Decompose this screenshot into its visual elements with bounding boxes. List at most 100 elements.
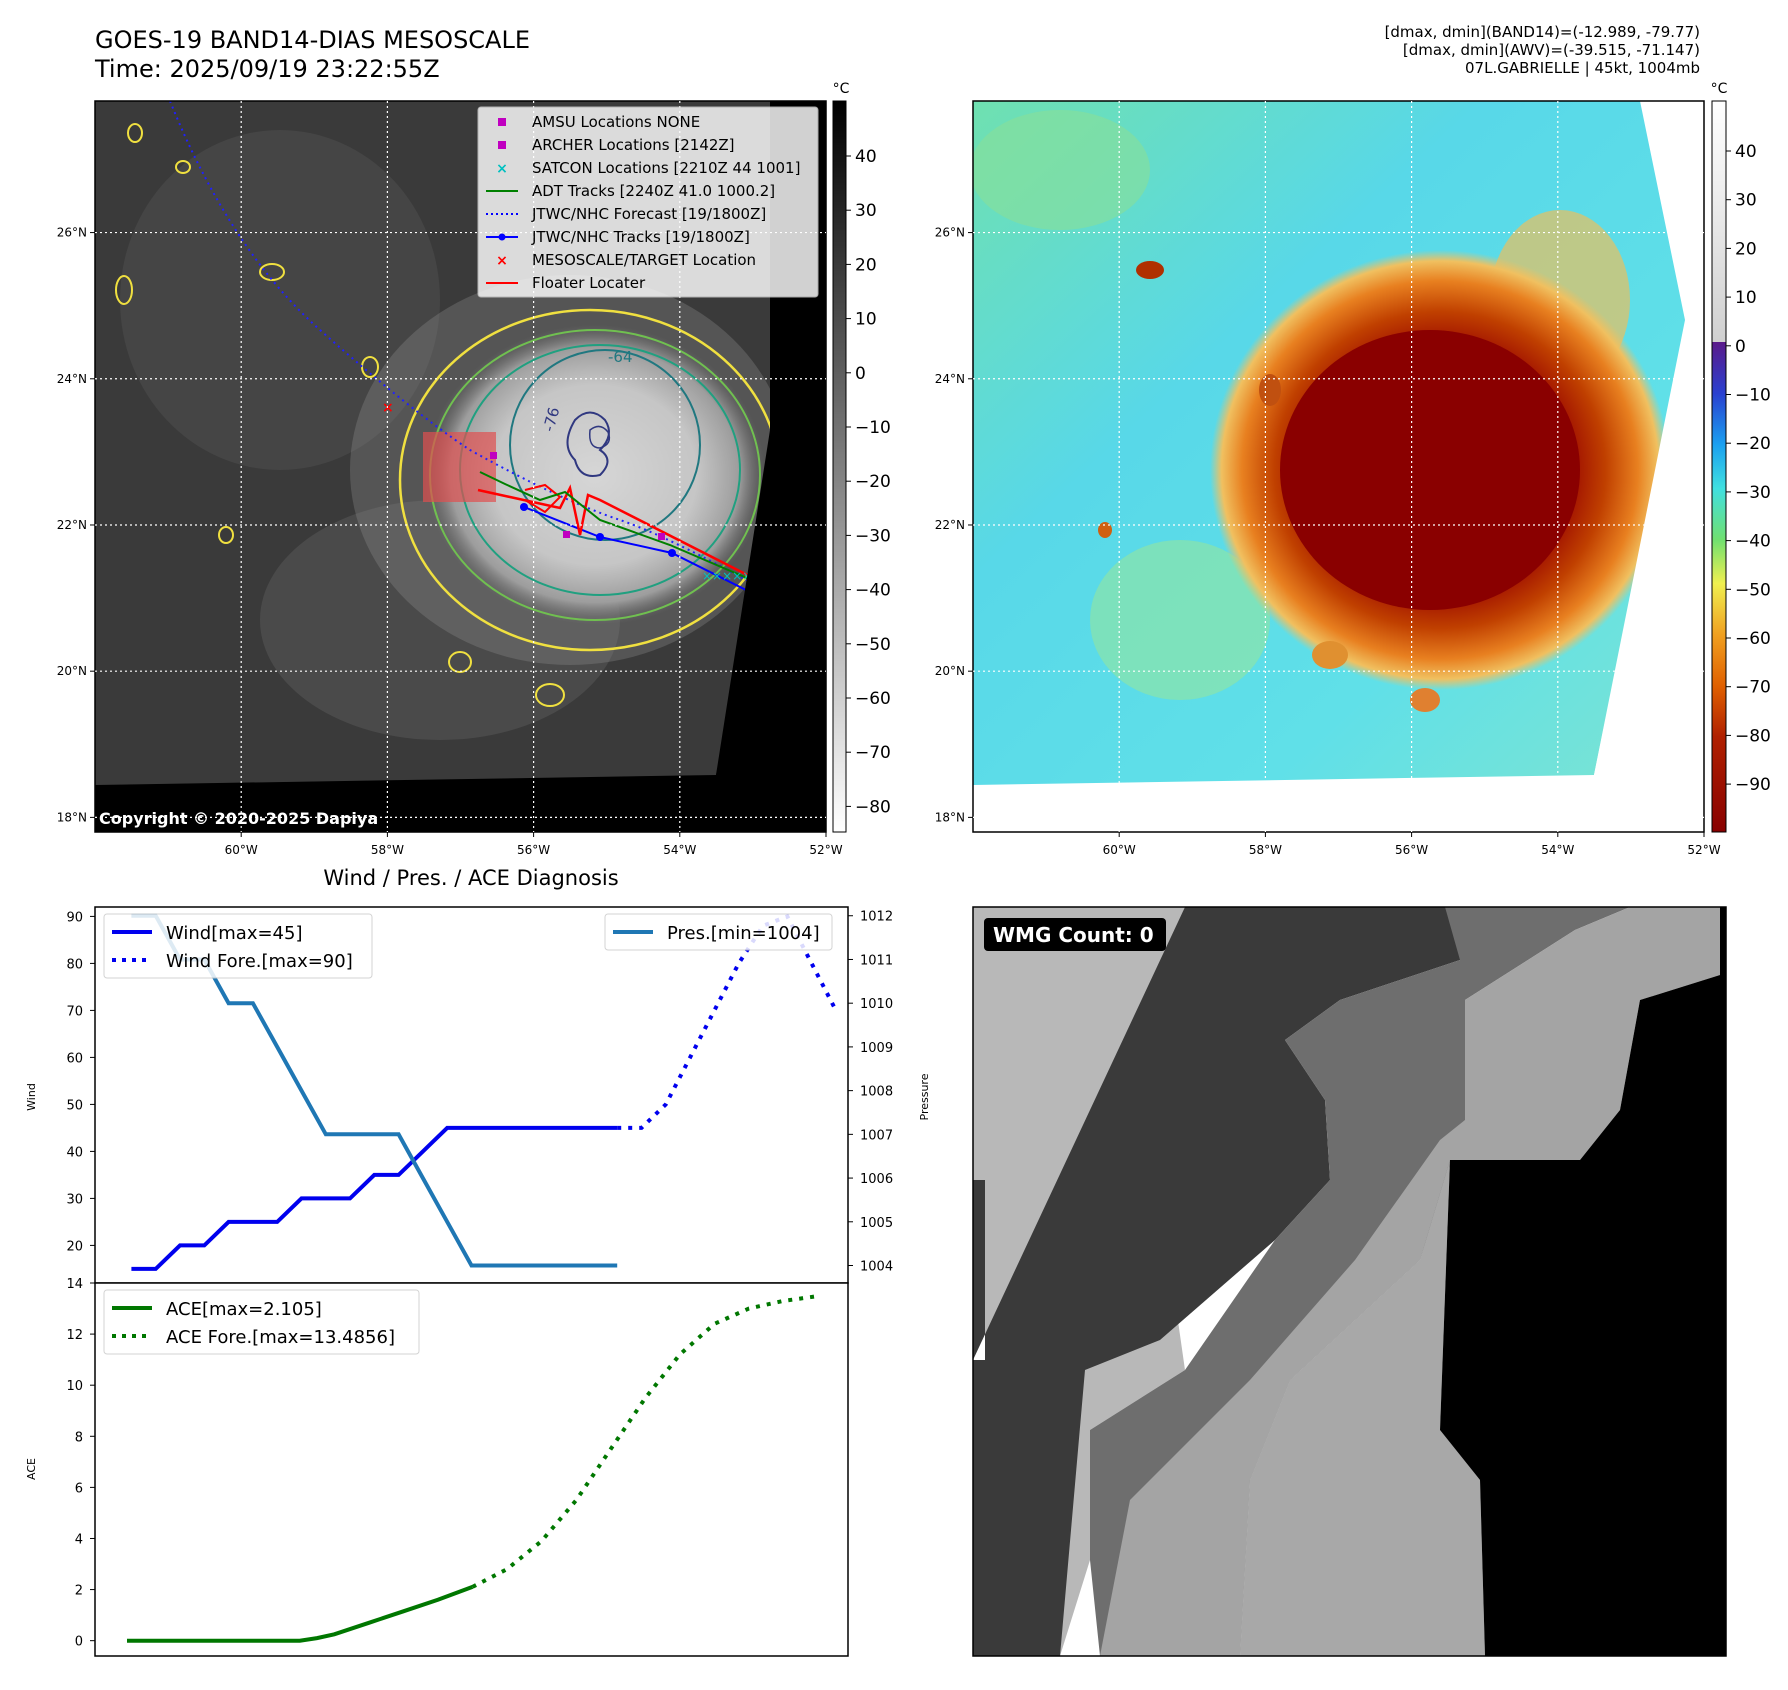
colorbar-tick-label: −80 (1735, 726, 1771, 746)
y-tick-label: 40 (66, 1145, 83, 1160)
colorbar-tick-label: −10 (1735, 386, 1771, 406)
legend-item-label: SATCON Locations [2210Z 44 1001] (532, 159, 800, 177)
colorbar-tick-label: −90 (1735, 775, 1771, 795)
awv-lat-tick-label: 20°N (935, 664, 965, 678)
copyright-text: Copyright © 2020-2025 Dapiya (99, 809, 378, 828)
svg-text:×××××: ××××× (702, 569, 752, 583)
legend-ace-forecast: ACE Fore.[max=13.4856] (166, 1327, 395, 1348)
y-tick-label: 50 (66, 1098, 83, 1113)
chart-title-line2: Time: 2025/09/19 23:22:55Z (95, 55, 440, 83)
awv-lat-tick-label: 18°N (935, 810, 965, 824)
colorbar-tick-label: 40 (1735, 142, 1757, 162)
info-line-awv: [dmax, dmin](AWV)=(-39.515, -71.147) (1402, 41, 1700, 59)
diagnosis-title: Wind / Pres. / ACE Diagnosis (323, 866, 618, 890)
ir-colorbar: °C 40 30 20 10 0 −10 −20 −30 −40 −50 −60 −70 −80 (832, 81, 891, 833)
colorbar-tick-label: −60 (1735, 629, 1771, 649)
ir-map-panel: × ××××× -64 -76 Copyright © 2020-2025 Da… (57, 100, 843, 857)
info-line-band14: [dmax, dmin](BAND14)=(-12.989, -79.77) (1384, 23, 1700, 41)
ir-lon-tick-label: 60°W (225, 843, 258, 857)
wind-axis-label: Wind (25, 1083, 38, 1111)
chart-title: GOES-19 BAND14-DIAS MESOSCALE Time: 2025… (95, 26, 530, 84)
awv-lat-tick-label: 24°N (935, 372, 965, 386)
y-tick-label: 10 (66, 1379, 83, 1394)
wind-series-line (131, 1125, 618, 1271)
y-tick-label: 70 (66, 1004, 83, 1019)
awv-lat-tick-label: 26°N (935, 226, 965, 240)
wmg-count-badge: WMG Count: 0 (993, 923, 1154, 947)
y-tick-label: 6 (75, 1481, 83, 1496)
awv-lon-tick-label: 54°W (1541, 843, 1574, 857)
y2-tick-label: 1005 (860, 1216, 893, 1231)
y-tick-label: 12 (66, 1328, 83, 1343)
awv-colorbar: °C 40 30 20 10 0 −10 −20 −30 −40 −50 −60 −70 −80 −90 (1711, 81, 1771, 833)
colorbar-tick-label: −70 (1735, 678, 1771, 698)
y-tick-label: 2 (75, 1584, 83, 1599)
colorbar-tick-label: −50 (855, 635, 891, 655)
legend-item-label: JTWC/NHC Forecast [19/1800Z] (531, 205, 766, 223)
contour-label-76: -76 (540, 405, 564, 433)
legend-item-label: ARCHER Locations [2142Z] (532, 136, 735, 154)
svg-text:×: × (496, 161, 508, 177)
awv-lon-tick-label: 58°W (1249, 843, 1282, 857)
y-tick-label: 60 (66, 1051, 83, 1066)
ir-lat-tick-label: 18°N (57, 810, 87, 824)
legend-wind-forecast: Wind Fore.[max=90] (166, 951, 353, 972)
colorbar-tick-label: −30 (1735, 483, 1771, 503)
legend-item-label: JTWC/NHC Tracks [19/1800Z] (531, 228, 750, 246)
awv-lon-tick-label: 56°W (1395, 843, 1428, 857)
ace-legend: ACE[max=2.105] ACE Fore.[max=13.4856] (103, 1289, 420, 1355)
y2-tick-label: 1007 (860, 1128, 893, 1143)
y2-tick-label: 1006 (860, 1172, 893, 1187)
colorbar-tick-label: −20 (855, 472, 891, 492)
colorbar-tick-label: −10 (855, 418, 891, 438)
ir-lat-tick-label: 26°N (57, 226, 87, 240)
wind-pressure-chart: Wind / Pres. / ACE Diagnosis Wind Pressu… (25, 866, 931, 1284)
y2-tick-label: 1009 (860, 1041, 893, 1056)
colorbar-tick-label: 0 (1735, 337, 1746, 357)
legend-item-label: ADT Tracks [2240Z 41.0 1000.2] (532, 182, 775, 200)
chart-title-line1: GOES-19 BAND14-DIAS MESOSCALE (95, 26, 531, 54)
legend-item-label: Floater Locater (532, 274, 646, 292)
wind-legend: Wind[max=45] Wind Fore.[max=90] (103, 913, 373, 979)
ir-lon-tick-label: 58°W (371, 843, 404, 857)
ir-lon-tick-label: 54°W (663, 843, 696, 857)
svg-text:×: × (496, 253, 508, 269)
awv-axis-ticks: 60°W 58°W 56°W 54°W 52°W 26°N 24°N 22°N 20°N 18°N (935, 226, 1721, 857)
ace-forecast-series-line (471, 1294, 819, 1589)
awv-lat-tick-label: 22°N (935, 518, 965, 532)
y-tick-label: 0 (75, 1635, 83, 1650)
colorbar-tick-label: 40 (855, 147, 877, 167)
ir-lat-tick-label: 24°N (57, 372, 87, 386)
ir-lon-tick-label: 56°W (517, 843, 550, 857)
y2-tick-label: 1011 (860, 953, 893, 968)
wind-forecast-series-line (617, 913, 838, 1130)
colorbar-tick-label: −60 (855, 689, 891, 709)
ir-colorbar-unit: °C (833, 81, 850, 97)
legend-ace: ACE[max=2.105] (166, 1299, 322, 1320)
ace-series-line (127, 1585, 474, 1643)
legend-wind: Wind[max=45] (166, 923, 303, 944)
y-tick-label: 14 (66, 1277, 83, 1292)
colorbar-tick-label: −30 (855, 526, 891, 546)
y-tick-label: 90 (66, 910, 83, 925)
info-line-storm: 07L.GABRIELLE | 45kt, 1004mb (1465, 59, 1700, 77)
colorbar-tick-label: 10 (855, 310, 877, 330)
ace-axis-label: ACE (25, 1458, 38, 1480)
y-tick-label: 20 (66, 1239, 83, 1254)
ir-legend: AMSU Locations NONE ARCHER Locations [214… (477, 106, 819, 298)
y2-tick-label: 1004 (860, 1260, 893, 1275)
colorbar-tick-label: −80 (855, 797, 891, 817)
colorbar-tick-label: −40 (1735, 532, 1771, 552)
awv-map-panel: 60°W 58°W 56°W 54°W 52°W 26°N 24°N 22°N 20°N 18°N (935, 100, 1721, 857)
ir-lon-tick-label: 52°W (809, 843, 842, 857)
y-tick-label: 30 (66, 1192, 83, 1207)
colorbar-tick-label: −40 (855, 581, 891, 601)
colorbar-tick-label: 20 (1735, 239, 1757, 259)
pressure-legend: Pres.[min=1004] (604, 913, 833, 951)
colorbar-tick-label: 0 (855, 364, 866, 384)
legend-item-label: AMSU Locations NONE (532, 113, 700, 131)
colorbar-tick-label: 20 (855, 255, 877, 275)
y-tick-label: 4 (75, 1532, 83, 1547)
y2-tick-label: 1008 (860, 1085, 893, 1100)
